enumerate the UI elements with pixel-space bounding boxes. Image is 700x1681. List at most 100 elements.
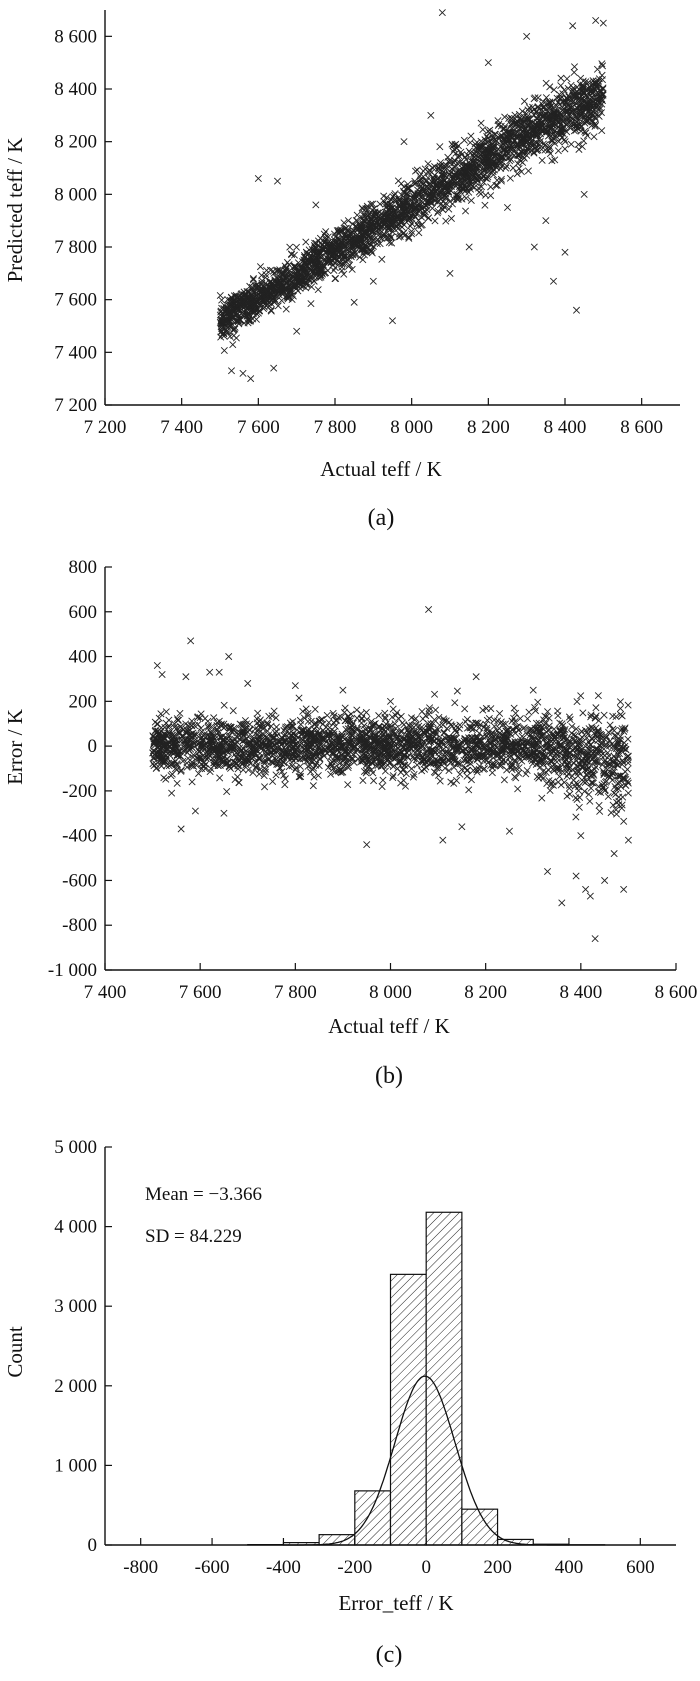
chart-a-point (249, 275, 257, 283)
chart-b-point (525, 708, 533, 716)
chart-a-point (330, 266, 338, 274)
chart-b-marks: 7 400 7 600 7 800 8 000 8 200 8 400 8 600-1 00… (48, 557, 697, 1003)
chart-a-point (462, 194, 470, 202)
chart-b-point (579, 709, 587, 717)
chart-a-point (431, 217, 439, 225)
chart-b-point (589, 778, 597, 787)
chart-b-point (397, 779, 405, 787)
chart-b-point (572, 813, 580, 821)
chart-b-point (299, 707, 307, 715)
chart-a-point (520, 97, 528, 105)
chart-a-point (465, 243, 473, 251)
chart-a-point (415, 229, 423, 237)
chart-b-point (615, 793, 623, 801)
chart-a-point (572, 306, 581, 314)
chart-a-point (533, 114, 541, 122)
chart-a: 7 200 7 400 7 600 7 800 8 000 8 200 8 400 8 600… (3, 9, 680, 531)
chart-a-xtick-label: 8 200 (467, 417, 510, 438)
chart-a-ytick-label: 7 600 (54, 290, 97, 311)
chart-b-point (596, 807, 604, 815)
chart-b-point (309, 782, 317, 790)
chart-b-ytick-label: 400 (69, 647, 98, 668)
chart-a-point (592, 17, 600, 25)
chart-a-point (348, 265, 356, 273)
chart-b-point (359, 776, 367, 785)
chart-b-point (397, 728, 405, 736)
chart-b-point (456, 770, 464, 778)
chart-a-point (563, 75, 571, 83)
chart-a-point (460, 136, 468, 144)
chart-a-ytick-label: 7 200 (54, 395, 97, 416)
chart-a-point (273, 177, 282, 185)
chart-a-point (270, 364, 278, 372)
chart-b-point (220, 701, 228, 709)
chart-b-point (575, 803, 583, 811)
chart-a-point (359, 256, 367, 264)
chart-a-xtick-label: 7 800 (314, 417, 357, 438)
chart-b-ytick-label: 0 (88, 736, 98, 757)
chart-a-point (580, 190, 588, 198)
chart-b-point (573, 698, 581, 706)
chart-a-xtick-label: 8 000 (390, 417, 433, 438)
chart-b-point (231, 776, 239, 784)
chart-a-point (446, 269, 454, 277)
chart-b-point (577, 692, 585, 700)
chart-a-point (316, 234, 324, 242)
chart-a-point (314, 286, 322, 294)
chart-a-panel-label: (a) (368, 505, 395, 531)
chart-b-point (378, 783, 386, 791)
chart-b-point (223, 788, 231, 796)
chart-b-point (255, 770, 263, 778)
chart-a-point (218, 296, 226, 304)
chart-a-point (282, 305, 290, 313)
chart-a-point (442, 217, 450, 225)
chart-b-ytick-label: -400 (62, 826, 97, 847)
chart-a-point (481, 201, 489, 209)
chart-b-point (341, 704, 349, 712)
chart-a-point (493, 176, 501, 184)
chart-a-ytick-label: 8 600 (54, 26, 97, 47)
chart-a-point (307, 300, 315, 308)
chart-b-point (450, 779, 458, 787)
chart-a-point (598, 127, 606, 135)
chart-a-point (554, 147, 562, 155)
chart-a-point (484, 59, 492, 67)
chart-a-point (555, 137, 563, 145)
chart-a-point (570, 68, 578, 76)
chart-b-point (381, 767, 389, 775)
chart-b-point (581, 787, 589, 795)
chart-a-point (239, 369, 247, 377)
chart-a-point (590, 133, 598, 141)
chart-a-point (378, 255, 386, 263)
chart-a-point (447, 214, 455, 222)
chart-a-point (506, 174, 514, 182)
chart-a-point (369, 277, 377, 285)
chart-b-point (370, 777, 378, 785)
chart-a-point (256, 263, 264, 271)
chart-b-point (311, 705, 319, 713)
chart-b-ytick-label: -1 000 (48, 960, 97, 981)
chart-a-ytick-label: 8 200 (54, 132, 97, 153)
chart-b-point (462, 718, 470, 726)
chart-b-point (600, 711, 608, 719)
chart-b-ytick-label: -600 (62, 870, 97, 891)
chart-b-ytick-label: 600 (69, 602, 98, 623)
chart-a-point (229, 341, 237, 349)
chart-a-point (503, 203, 512, 212)
chart-b-point (592, 704, 600, 712)
chart-a-point (550, 86, 558, 94)
chart-b-point (261, 783, 269, 791)
chart-b-point (295, 694, 303, 702)
chart-b-point (434, 771, 443, 779)
chart-b-point (574, 772, 582, 780)
chart-a-point (569, 22, 577, 30)
chart-a-point (220, 347, 228, 355)
chart-a-point (561, 248, 569, 256)
chart-b-point (451, 699, 459, 707)
chart-a-point (216, 291, 224, 299)
chart-b-point (254, 709, 262, 717)
chart-a-point (570, 63, 579, 71)
chart-b-point (604, 793, 612, 801)
chart-a-point (575, 145, 583, 153)
